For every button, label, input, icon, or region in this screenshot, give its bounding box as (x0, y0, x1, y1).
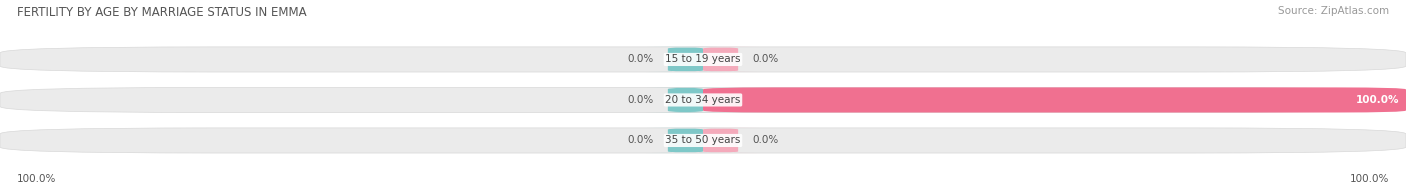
Text: 0.0%: 0.0% (627, 54, 654, 64)
FancyBboxPatch shape (0, 128, 1406, 153)
Text: 100.0%: 100.0% (1350, 174, 1389, 184)
Text: 35 to 50 years: 35 to 50 years (665, 135, 741, 145)
Text: 100.0%: 100.0% (1355, 95, 1399, 105)
FancyBboxPatch shape (647, 87, 724, 113)
Text: 20 to 34 years: 20 to 34 years (665, 95, 741, 105)
Text: 0.0%: 0.0% (627, 135, 654, 145)
FancyBboxPatch shape (703, 87, 1406, 113)
Text: 0.0%: 0.0% (627, 95, 654, 105)
Text: 0.0%: 0.0% (752, 135, 779, 145)
Text: FERTILITY BY AGE BY MARRIAGE STATUS IN EMMA: FERTILITY BY AGE BY MARRIAGE STATUS IN E… (17, 6, 307, 19)
Text: 0.0%: 0.0% (752, 54, 779, 64)
Text: 15 to 19 years: 15 to 19 years (665, 54, 741, 64)
FancyBboxPatch shape (647, 128, 724, 153)
FancyBboxPatch shape (682, 47, 759, 72)
FancyBboxPatch shape (682, 128, 759, 153)
Text: Source: ZipAtlas.com: Source: ZipAtlas.com (1278, 6, 1389, 16)
Text: 100.0%: 100.0% (17, 174, 56, 184)
FancyBboxPatch shape (647, 47, 724, 72)
FancyBboxPatch shape (0, 87, 1406, 113)
FancyBboxPatch shape (0, 47, 1406, 72)
